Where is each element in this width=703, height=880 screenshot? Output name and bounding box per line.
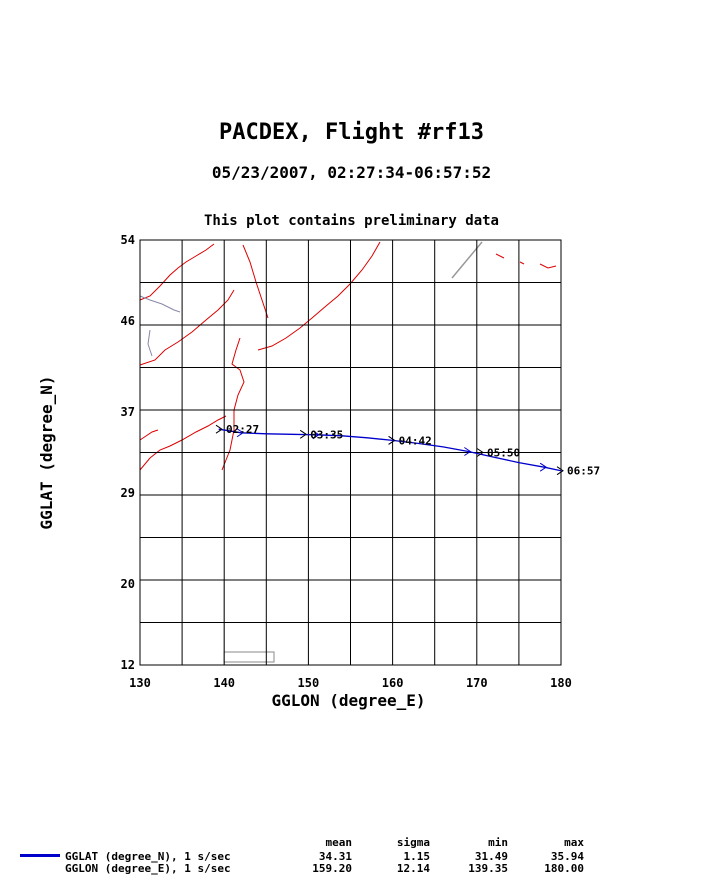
land-outline-path — [139, 295, 181, 357]
stats-row-min: 31.49 — [474, 850, 508, 863]
track-arrow-marker — [312, 430, 320, 440]
y-tick-label: 46 — [121, 314, 135, 328]
coastline-path — [242, 244, 269, 319]
time-annotation-label: 02:27 — [226, 423, 259, 436]
stats-row-sigma: 12.14 — [396, 862, 430, 875]
track-arrow-marker — [236, 428, 244, 438]
coastline-path — [139, 429, 159, 441]
y-tick-label: 54 — [121, 233, 135, 247]
flight-track-chart: 130 140 150 160 170 180 12 20 29 37 46 54 GGLON (deg… — [37, 233, 600, 710]
chart-title: PACDEX, Flight #rf13 — [219, 120, 484, 145]
x-tick-label: 130 — [129, 676, 151, 690]
stats-row-max: 180.00 — [544, 862, 584, 875]
x-tick-label: 140 — [213, 676, 235, 690]
coastline-path — [139, 415, 227, 471]
x-tick-label: 150 — [298, 676, 320, 690]
stats-row-mean: 34.31 — [318, 850, 352, 863]
stats-row-max: 35.94 — [550, 850, 584, 863]
plot-frame — [139, 239, 562, 666]
stats-header-max: max — [564, 836, 584, 849]
time-marker — [215, 424, 223, 434]
coastline-path — [257, 241, 381, 351]
time-annotation-label: 06:57 — [567, 465, 600, 478]
x-tick-label: 160 — [382, 676, 404, 690]
legend-line-gglat — [20, 854, 60, 857]
track-arrow-marker — [539, 462, 548, 472]
coastline-path — [495, 253, 557, 269]
y-tick-label: 12 — [121, 658, 135, 672]
time-annotation-label: 04:42 — [399, 434, 432, 447]
stats-row-name: GGLON (degree_E), 1 s/sec — [65, 862, 231, 875]
land-outline-path — [451, 241, 483, 279]
stats-row-mean: 159.20 — [312, 862, 352, 875]
flight-track-line — [218, 428, 562, 472]
y-axis-label: GGLAT (degree_N) — [37, 375, 56, 529]
stats-header-mean: mean — [325, 836, 353, 849]
time-marker — [556, 466, 564, 476]
stats-row-min: 139.35 — [468, 862, 508, 875]
y-tick-label: 20 — [121, 577, 135, 591]
stats-row-name: GGLAT (degree_N), 1 s/sec — [65, 850, 231, 863]
stats-header-min: min — [488, 836, 508, 849]
time-marker — [299, 429, 308, 439]
time-marker — [476, 448, 484, 457]
stats-header-sigma: sigma — [396, 836, 430, 849]
x-tick-label: 180 — [550, 676, 572, 690]
stats-row-sigma: 1.15 — [403, 850, 431, 863]
y-tick-label: 37 — [121, 405, 135, 419]
coastline-path — [221, 337, 245, 471]
preliminary-note: This plot contains preliminary data — [203, 213, 499, 229]
time-annotation-label: 03:35 — [310, 428, 343, 441]
chart-subtitle: 05/23/2007, 02:27:34-06:57:52 — [211, 163, 492, 182]
time-marker — [388, 435, 396, 445]
time-annotation-label: 05:50 — [487, 447, 520, 460]
track-arrow-marker — [464, 447, 472, 456]
x-axis-label: GGLON (degree_E) — [271, 691, 425, 710]
x-tick-label: 170 — [466, 676, 488, 690]
statistics-table: mean sigma min max GGLAT (degree_N), 1 s… — [0, 834, 703, 880]
y-tick-label: 29 — [121, 486, 135, 500]
coastline-path — [139, 243, 215, 301]
